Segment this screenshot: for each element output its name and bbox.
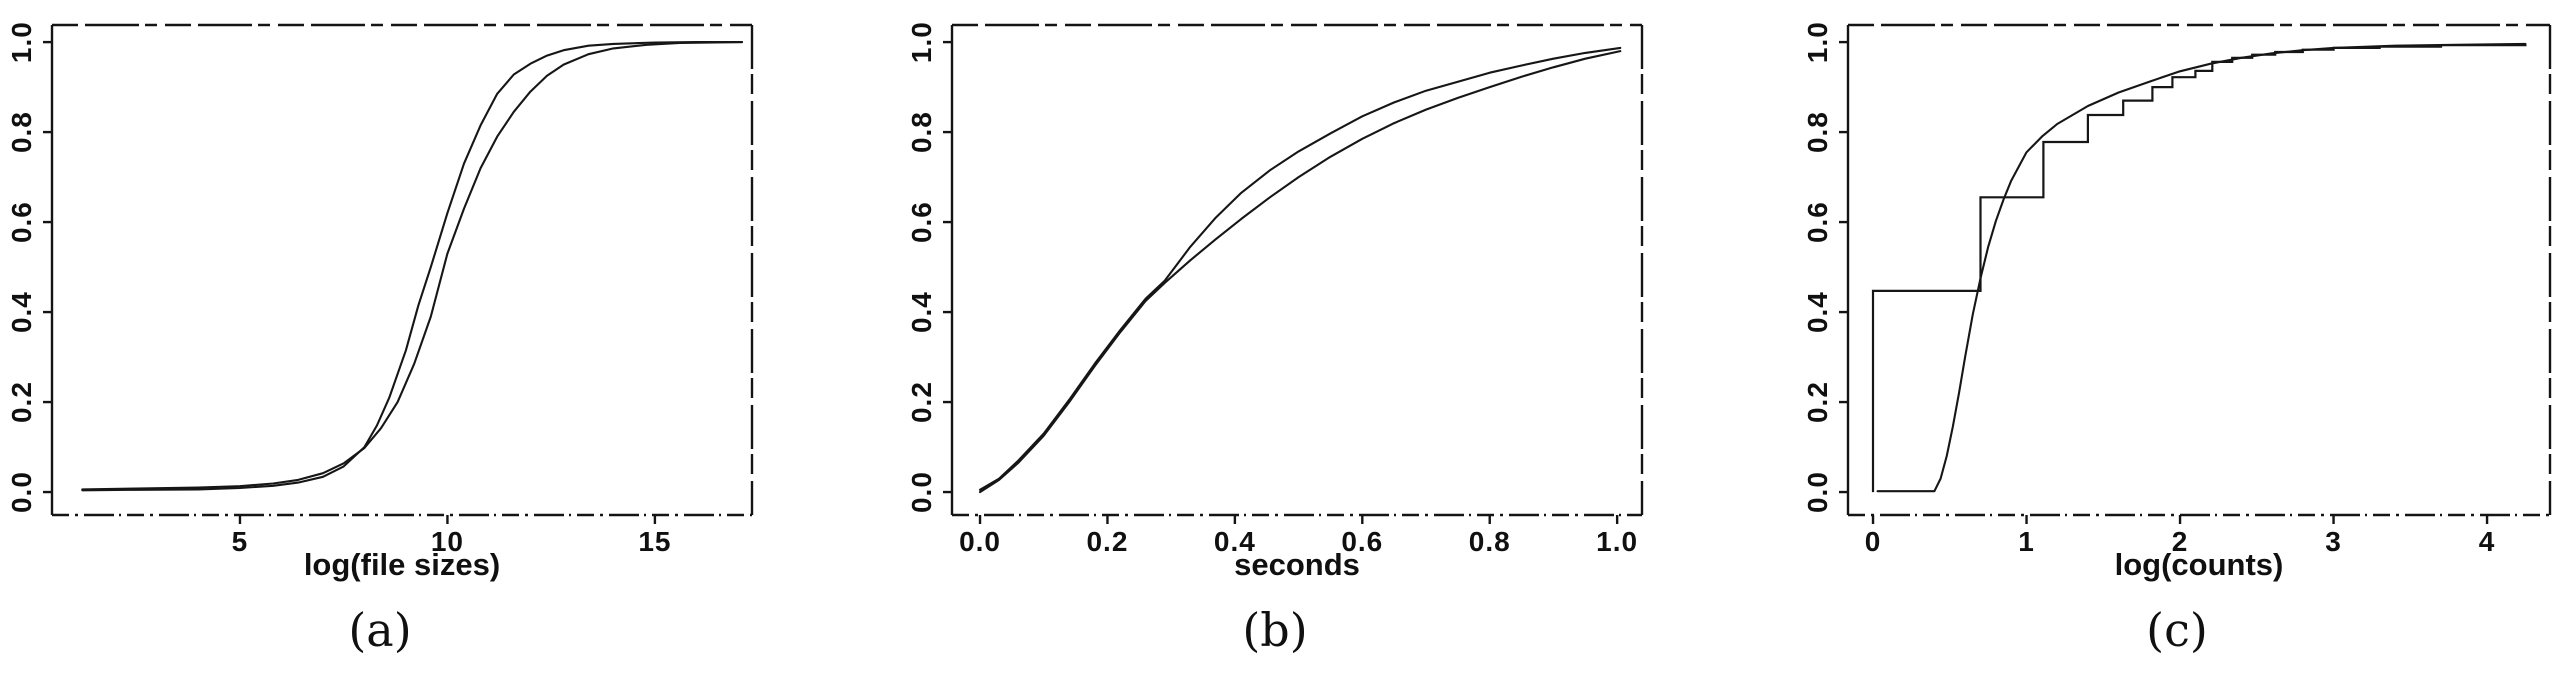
y-tick-label: 1.0 (1802, 21, 1833, 63)
x-tick-label: 0.6 (1341, 526, 1383, 557)
x-tick-label: 0 (1865, 526, 1882, 557)
x-tick-label: 2 (2172, 526, 2189, 557)
panel-letter-c: (c) (2146, 603, 2208, 657)
x-tick-label: 10 (431, 526, 464, 557)
panel-letter-b: (b) (1242, 603, 1307, 657)
series-cdf-right-shifted (81, 41, 744, 491)
y-tick-label: 0.6 (906, 201, 937, 243)
series-cdf-left-steep (81, 41, 744, 492)
y-tick-label: 0.8 (1802, 111, 1833, 153)
x-axis-title: log(counts) (2115, 547, 2284, 582)
x-tick-label: 15 (638, 526, 671, 557)
y-tick-label: 0.6 (6, 201, 37, 243)
panel-c: 0 1 2 3 4 0.0 0.2 0.4 0.6 0.8 1.0 log(counts) (c) (1802, 21, 2552, 657)
y-tick-label: 0.0 (1802, 471, 1833, 513)
x-tick-label: 3 (2325, 526, 2342, 557)
y-tick-label: 0.8 (6, 111, 37, 153)
y-tick-label: 0.0 (906, 471, 937, 513)
x-tick-label: 0.0 (959, 526, 1001, 557)
x-tick-label: 5 (232, 526, 249, 557)
y-tick-label: 0.0 (6, 471, 37, 513)
y-tick-label: 0.8 (906, 111, 937, 153)
y-tick-label: 0.4 (906, 291, 937, 333)
series-empirical-cdf-steps (1871, 44, 2527, 493)
series-cdf-lower-branch (978, 50, 1622, 494)
y-tick-label: 0.4 (1802, 291, 1833, 333)
y-tick-label: 1.0 (906, 21, 937, 63)
series-fitted-cdf-smooth (1876, 42, 2527, 493)
y-tick-label: 0.2 (906, 381, 937, 423)
x-axis-title: seconds (1234, 547, 1360, 582)
panel-letter-a: (a) (348, 603, 411, 657)
x-tick-label: 4 (2479, 526, 2496, 557)
x-tick-label: 0.8 (1469, 526, 1511, 557)
y-tick-label: 0.2 (6, 381, 37, 423)
x-tick-label: 1.0 (1596, 526, 1638, 557)
y-tick-label: 1.0 (6, 21, 37, 63)
panel-b: 0.0 0.2 0.4 0.6 0.8 1.0 0.0 0.2 0.4 0.6 0.8 1.0 seco… (906, 21, 1644, 657)
y-tick-label: 0.6 (1802, 201, 1833, 243)
y-tick-label: 0.2 (1802, 381, 1833, 423)
panel-a: 5 10 15 0.0 0.2 0.4 0.6 0.8 1.0 log(file sizes) (a… (6, 21, 754, 657)
x-tick-label: 1 (2018, 526, 2035, 557)
series-cdf-upper-branch (978, 46, 1622, 491)
x-axis-title: log(file sizes) (304, 547, 500, 582)
x-tick-label: 0.2 (1086, 526, 1128, 557)
y-tick-label: 0.4 (6, 291, 37, 333)
x-tick-label: 0.4 (1214, 526, 1256, 557)
